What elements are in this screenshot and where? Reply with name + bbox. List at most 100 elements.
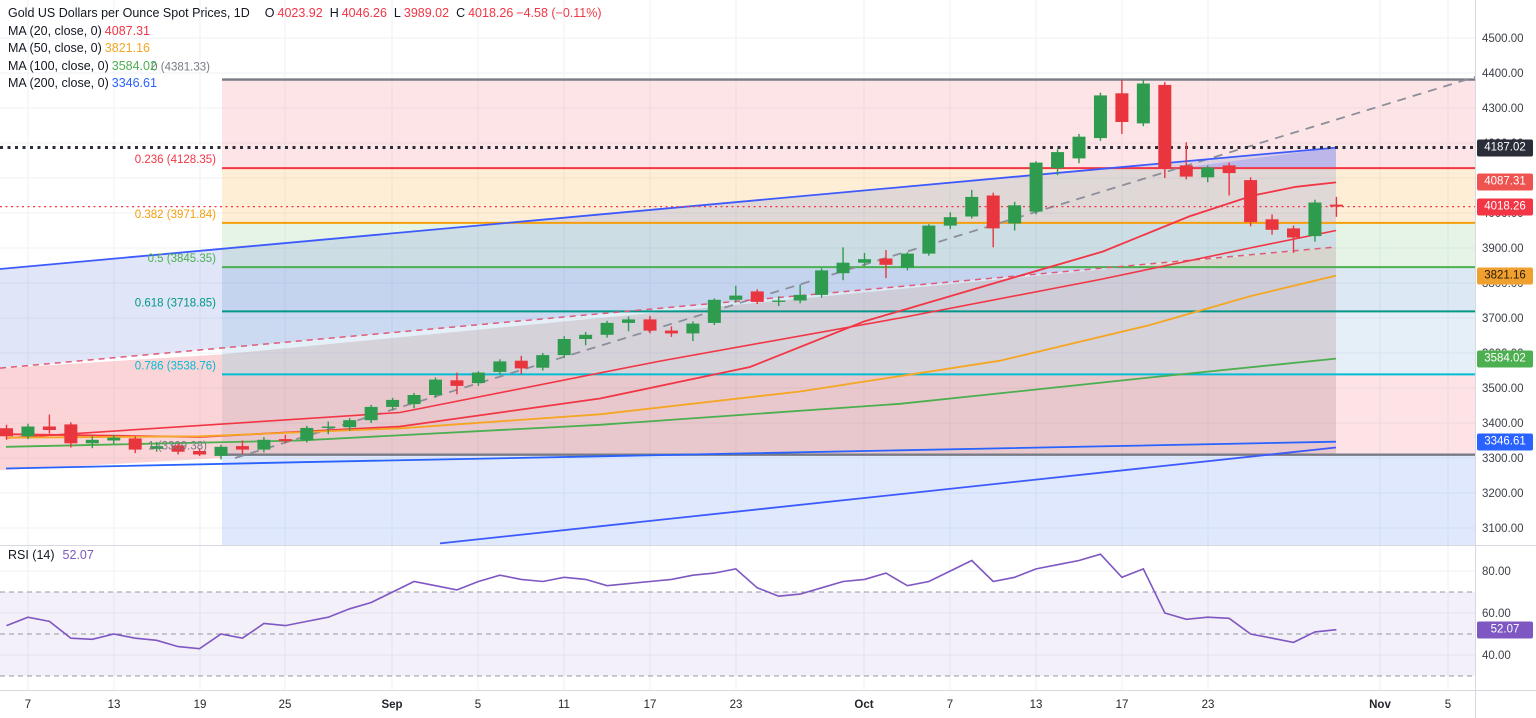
ma200-label: MA (200, close, 0) (8, 76, 109, 90)
axis-badge-4018.26: 4018.26 (1477, 198, 1533, 216)
channel-red (5, 229, 1337, 439)
x-axis-label: 5 (1445, 699, 1451, 711)
candle-body (1308, 202, 1322, 237)
ma20-label: MA (20, close, 0) (8, 23, 102, 38)
candle-body (1029, 162, 1043, 212)
candle-body (943, 217, 957, 226)
candle-body (836, 262, 850, 274)
x-axis-label: 25 (279, 699, 292, 711)
ma50-value: 3821.16 (104, 41, 150, 55)
channel-fill-blue (0, 147, 1336, 369)
candle-body (600, 322, 614, 335)
fib-label-1: 1 (3309.38) (148, 441, 207, 453)
candle-body (750, 291, 764, 302)
rsi-legend-row[interactable]: RSI (14) 52.07 (8, 548, 94, 562)
candle-body (64, 424, 78, 444)
x-axis-label: 11 (558, 699, 570, 711)
fib-label-0.786: 0.786 (3538.76) (135, 360, 216, 372)
ohlc-close: C 4018.26 (456, 6, 514, 20)
candle-body (686, 323, 700, 334)
candle-body (42, 426, 56, 430)
x-axis-label: 17 (1116, 699, 1129, 711)
axis-badge-3584.02: 3584.02 (1477, 350, 1533, 368)
ohlc-low: L 3989.02 (393, 6, 450, 20)
price-tick-label: 3200.00 (1482, 488, 1524, 500)
price-tick-label: 3400.00 (1482, 418, 1524, 430)
candle-body (386, 399, 400, 407)
ma50-legend-row[interactable]: MA (50, close, 0) 3821.16 (8, 40, 602, 58)
symbol-title: Gold US Dollars per Ounce Spot Prices, 1… (8, 6, 250, 20)
candle-body (772, 300, 786, 302)
candle-body (493, 361, 507, 372)
ma100-legend-row[interactable]: MA (100, close, 0) 3584.02 (8, 58, 602, 76)
channel-fill-rose-left (0, 354, 222, 471)
candle-body (1093, 95, 1107, 139)
fib-band (222, 311, 1475, 375)
price-tick-label: 3700.00 (1482, 313, 1524, 325)
candle-body (900, 253, 914, 268)
price-tick-label: 3300.00 (1482, 453, 1524, 465)
axis-badge-4187.02: 4187.02 (1477, 139, 1533, 157)
channel-fill-lavender (1180, 147, 1336, 169)
x-axis-label: Sep (381, 699, 402, 711)
price-axis[interactable]: 4500.004400.004300.004200.004100.004000.… (1482, 33, 1524, 662)
candle-body (536, 355, 550, 368)
candle-body (450, 380, 464, 386)
candle-body (815, 270, 829, 295)
candle-body (922, 225, 936, 254)
candle-body (965, 196, 979, 217)
symbol-title-row[interactable]: Gold US Dollars per Ounce Spot Prices, 1… (8, 5, 602, 23)
fib-band (222, 168, 1475, 223)
ohlc-high: H 4046.26 (329, 6, 387, 20)
candle-body (343, 420, 357, 428)
x-axis-label: 13 (1030, 699, 1043, 711)
candle-body (128, 438, 142, 450)
candle-body (471, 372, 485, 384)
ohlc-open: O 4023.92 (264, 6, 323, 20)
candle-body (171, 445, 185, 452)
candle-body (429, 379, 442, 395)
channel-fills (0, 147, 1336, 471)
ma20-line (5, 181, 1337, 438)
candle-body (622, 319, 636, 323)
ma200-legend-row[interactable]: MA (200, close, 0) 3346.61 (8, 75, 602, 93)
candle-body (858, 259, 871, 263)
candle-body (1179, 165, 1193, 177)
fib-band-fills (222, 79, 1475, 545)
candle-body (707, 299, 721, 323)
candle-body (1158, 84, 1172, 169)
fib-label-0.382: 0.382 (3971.84) (135, 209, 216, 221)
candle-body (643, 319, 657, 331)
x-axis-label: 17 (644, 699, 657, 711)
candle-body (1072, 136, 1086, 159)
candle-body (321, 426, 335, 428)
channel-dashed-pink (0, 246, 1337, 369)
candle-body (514, 360, 528, 369)
x-axis-label: Nov (1369, 699, 1391, 711)
fib-label-0: 0 (4381.33) (151, 62, 210, 74)
x-axis-label: 23 (730, 699, 743, 711)
candle-body (1287, 228, 1300, 238)
rsi-line[interactable] (6, 553, 1337, 650)
price-tick-label: 4300.00 (1482, 103, 1524, 115)
rsi-tick-label: 80.00 (1482, 566, 1511, 578)
candle-body (300, 427, 314, 441)
candlestick-series[interactable] (0, 79, 1343, 460)
ma50-line (5, 274, 1337, 439)
x-axis-label: 13 (108, 699, 121, 711)
ma200-value: 3346.61 (111, 76, 157, 90)
change-value: −4.58 (−0.11%) (516, 6, 602, 20)
time-axis[interactable]: 7 13 19 25 Sep 5 11 17 23 Oct 7 13 17 23 Nov 5 (25, 699, 1451, 711)
x-axis-label: 7 (947, 699, 953, 711)
candle-body (107, 437, 121, 441)
price-tick-label: 3500.00 (1482, 383, 1524, 395)
candle-body (235, 446, 249, 450)
channel-lines (0, 76, 1476, 545)
candle-body (407, 395, 421, 405)
candle-body (257, 439, 271, 450)
ma20-legend-row[interactable]: MA (20, close, 0) 4087.31 (8, 23, 602, 41)
candle-body (21, 426, 35, 437)
fib-label-0.5: 0.5 (3845.35) (148, 253, 217, 265)
